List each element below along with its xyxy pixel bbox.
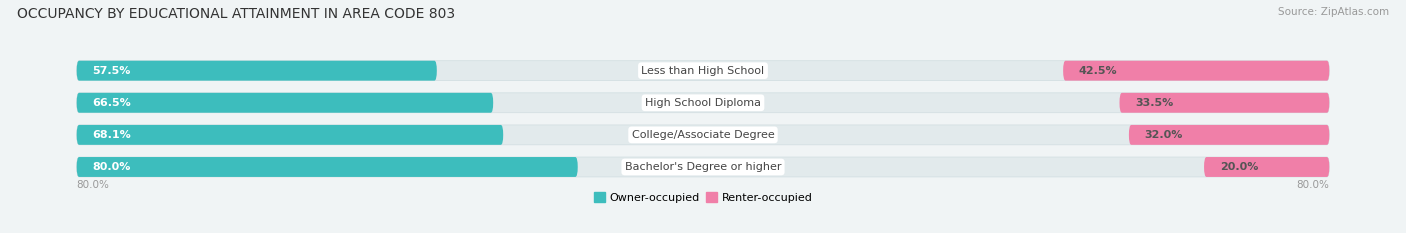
Text: 20.0%: 20.0% [1219,162,1258,172]
FancyBboxPatch shape [77,61,437,81]
Text: 68.1%: 68.1% [93,130,131,140]
FancyBboxPatch shape [1119,93,1329,113]
Text: 32.0%: 32.0% [1144,130,1182,140]
FancyBboxPatch shape [1204,157,1329,177]
Text: Source: ZipAtlas.com: Source: ZipAtlas.com [1278,7,1389,17]
FancyBboxPatch shape [77,157,1329,177]
FancyBboxPatch shape [77,93,494,113]
FancyBboxPatch shape [1063,61,1329,81]
FancyBboxPatch shape [77,125,1329,145]
Text: 33.5%: 33.5% [1135,98,1174,108]
Text: OCCUPANCY BY EDUCATIONAL ATTAINMENT IN AREA CODE 803: OCCUPANCY BY EDUCATIONAL ATTAINMENT IN A… [17,7,456,21]
Text: High School Diploma: High School Diploma [645,98,761,108]
FancyBboxPatch shape [77,157,578,177]
Text: 80.0%: 80.0% [1296,180,1329,190]
Text: College/Associate Degree: College/Associate Degree [631,130,775,140]
Text: Bachelor's Degree or higher: Bachelor's Degree or higher [624,162,782,172]
Text: Less than High School: Less than High School [641,66,765,76]
Legend: Owner-occupied, Renter-occupied: Owner-occupied, Renter-occupied [589,188,817,207]
FancyBboxPatch shape [77,61,1329,81]
Text: 66.5%: 66.5% [93,98,131,108]
FancyBboxPatch shape [1129,125,1329,145]
Text: 57.5%: 57.5% [93,66,131,76]
FancyBboxPatch shape [77,93,1329,113]
Text: 80.0%: 80.0% [93,162,131,172]
Text: 42.5%: 42.5% [1078,66,1118,76]
Text: 80.0%: 80.0% [77,180,110,190]
FancyBboxPatch shape [77,125,503,145]
